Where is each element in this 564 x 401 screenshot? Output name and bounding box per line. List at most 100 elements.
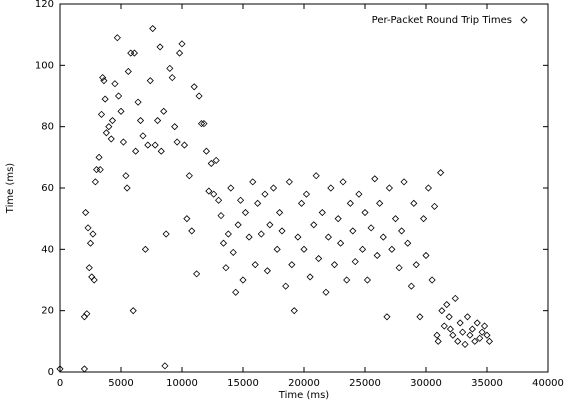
point (236, 196, 245, 204)
legend-label: Per-Packet Round Trip Times (372, 15, 512, 26)
point (485, 337, 494, 345)
point (438, 307, 446, 315)
plot-frame (59, 3, 549, 373)
point (157, 147, 165, 155)
point (419, 215, 428, 223)
point (193, 270, 201, 278)
point (139, 132, 147, 140)
point (56, 365, 64, 373)
point (122, 172, 130, 180)
point (391, 215, 400, 223)
point (82, 208, 90, 217)
point (471, 337, 479, 345)
point (361, 208, 369, 217)
point (456, 319, 464, 327)
point (276, 208, 284, 217)
y-tick-label: 100 (35, 60, 54, 71)
point (222, 264, 230, 272)
point (102, 129, 110, 137)
point (80, 365, 88, 373)
point (257, 230, 265, 238)
point (105, 123, 113, 131)
y-tick-label: 40 (41, 244, 54, 255)
point (263, 267, 271, 275)
point (161, 362, 169, 370)
point (466, 331, 474, 339)
point (124, 67, 132, 76)
point (306, 273, 314, 281)
point (95, 153, 103, 161)
point (478, 328, 486, 336)
y-axis-label: Time (ms) (5, 163, 16, 215)
point (156, 43, 164, 51)
point (249, 178, 257, 186)
point (294, 233, 302, 241)
point (219, 239, 228, 247)
point (443, 300, 451, 309)
point (395, 264, 403, 272)
y-tick-label: 60 (41, 183, 54, 194)
point (310, 221, 318, 229)
point (183, 215, 191, 223)
point (117, 107, 125, 115)
point (346, 199, 354, 207)
point (412, 261, 420, 269)
point (229, 248, 237, 256)
point (278, 227, 286, 235)
point (433, 331, 441, 339)
point (210, 190, 218, 198)
point (251, 261, 259, 269)
point (343, 276, 351, 284)
point (114, 92, 123, 100)
x-tick-label: 35000 (471, 378, 503, 389)
point (99, 74, 107, 82)
point (234, 221, 242, 229)
point (200, 120, 208, 128)
point (227, 184, 235, 192)
point (269, 184, 278, 192)
point (422, 251, 430, 260)
point (146, 77, 154, 85)
point (300, 245, 308, 253)
point (96, 166, 104, 174)
x-tick-label: 30000 (410, 378, 442, 389)
point (136, 116, 145, 125)
point (90, 276, 98, 284)
point (376, 199, 384, 207)
point (173, 138, 181, 146)
point (468, 325, 476, 333)
x-tick-label: 20000 (288, 378, 320, 389)
point (430, 202, 439, 210)
point (130, 49, 138, 57)
point (97, 110, 106, 118)
point (197, 120, 206, 128)
point (273, 245, 281, 253)
point (195, 92, 203, 100)
point (400, 178, 408, 186)
point (127, 49, 135, 57)
point (315, 254, 323, 263)
point (254, 199, 262, 207)
point (330, 261, 339, 269)
point (385, 184, 393, 192)
point (132, 147, 140, 155)
x-tick-label: 40000 (532, 378, 564, 389)
point (261, 190, 269, 198)
point (483, 331, 491, 339)
point (241, 208, 250, 217)
point (318, 208, 326, 217)
point (351, 258, 359, 266)
x-tick-label: 0 (57, 378, 63, 389)
point (327, 184, 335, 192)
point (215, 196, 223, 204)
point (86, 239, 95, 247)
point (188, 227, 196, 235)
point (446, 325, 454, 333)
point (185, 172, 193, 180)
point (398, 227, 406, 235)
point (151, 141, 159, 149)
point (339, 178, 347, 186)
point (100, 77, 108, 85)
point (217, 212, 225, 220)
point (144, 141, 152, 149)
